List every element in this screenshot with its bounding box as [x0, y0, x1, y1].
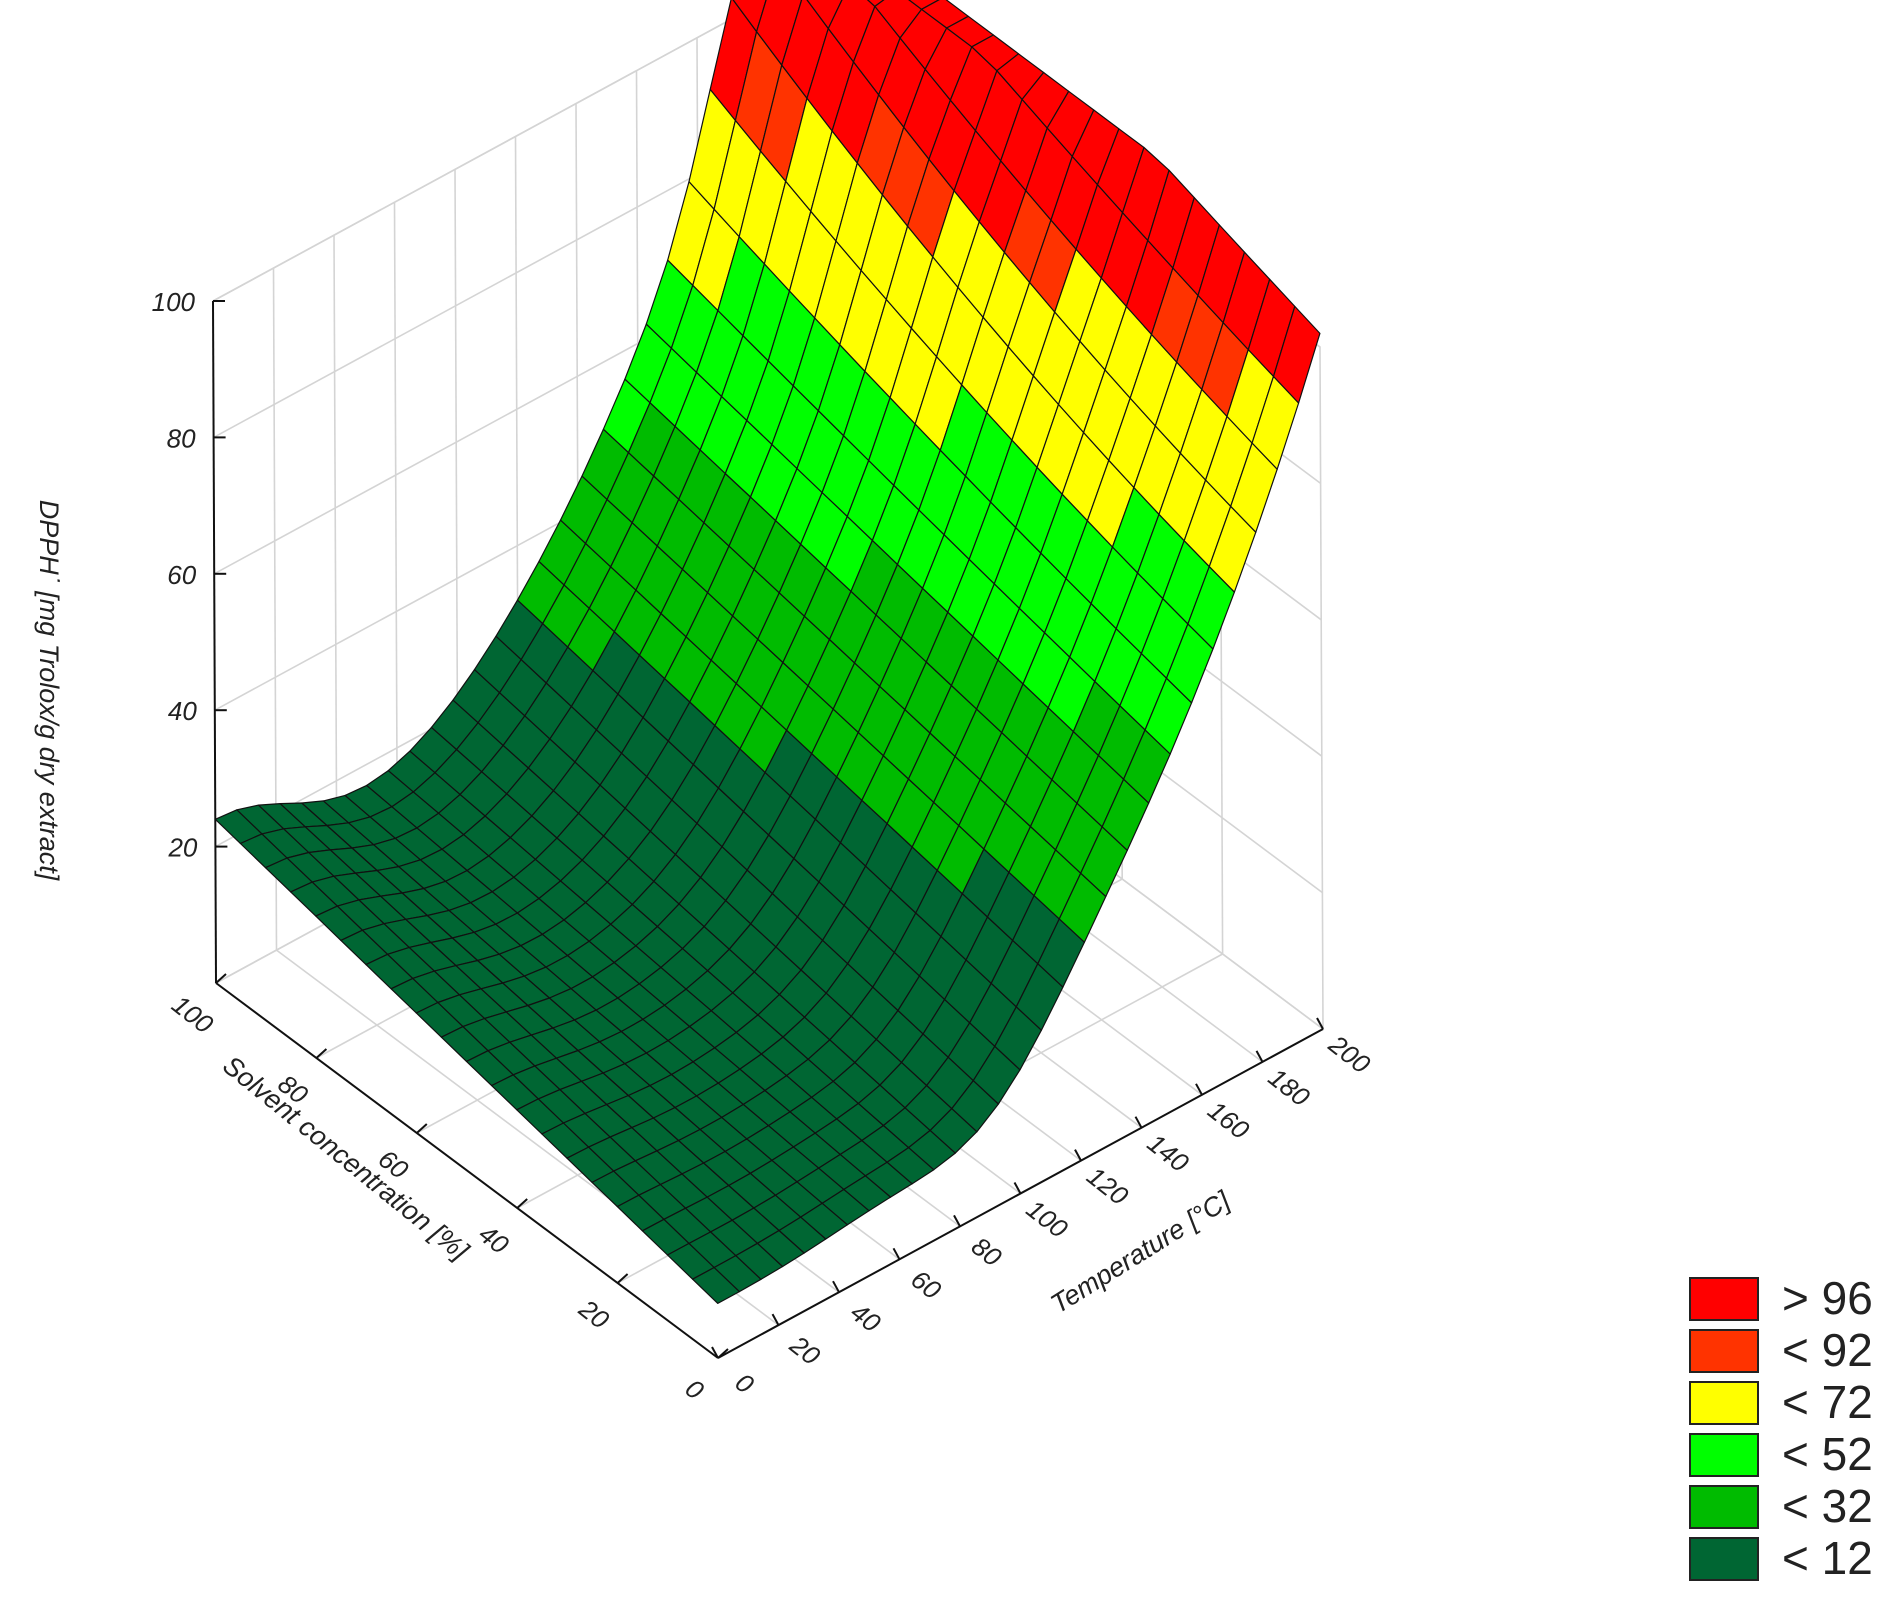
- z-tick-label: 40: [168, 696, 197, 726]
- x-tick-label: 0: [680, 1373, 710, 1406]
- y-tick-label: 160: [1202, 1095, 1255, 1146]
- legend-label: < 32: [1782, 1480, 1873, 1532]
- x-tick-label: 40: [473, 1218, 515, 1260]
- legend-swatch: [1689, 1485, 1759, 1529]
- y-tick-mark: [832, 1280, 840, 1293]
- y-tick-label: 0: [730, 1367, 760, 1400]
- surface-patch: [1272, 305, 1321, 404]
- y-tick-label: 60: [905, 1264, 947, 1306]
- x-tick-label: 100: [166, 989, 219, 1040]
- surface-patch: [866, 0, 885, 8]
- surface-patch: [732, 0, 767, 33]
- z-tick-label: 20: [167, 833, 197, 863]
- x-tick-mark: [416, 1123, 428, 1134]
- legend-label: < 92: [1782, 1324, 1873, 1376]
- z-axis-line: [212, 300, 217, 984]
- y-tick-label: 180: [1263, 1062, 1316, 1113]
- y-tick-label: 140: [1142, 1128, 1195, 1179]
- legend-swatch: [1689, 1433, 1759, 1477]
- z-axis-title: DPPH˙ [mg Trolox/g dry extract]: [34, 500, 64, 882]
- legend: > 96< 92< 72< 52< 32< 12: [1689, 1272, 1873, 1584]
- x-tick-mark: [215, 973, 227, 984]
- y-tick-mark: [953, 1214, 961, 1227]
- x-axis-title: Solvent concentration [%]: [217, 1050, 475, 1267]
- x-tick-mark: [516, 1198, 528, 1209]
- y-tick-mark: [1255, 1050, 1264, 1063]
- y-tick-label: 80: [966, 1231, 1008, 1273]
- y-tick-mark: [892, 1247, 901, 1260]
- x-tick-label: 20: [573, 1293, 615, 1335]
- y-tick-mark: [1134, 1116, 1143, 1129]
- legend-swatch: [1689, 1329, 1759, 1373]
- y-tick-mark: [771, 1313, 780, 1326]
- x-axis-line: [215, 982, 719, 1359]
- response-surface: [214, 0, 1321, 1305]
- legend-label: > 96: [1782, 1272, 1873, 1324]
- y-tick-mark: [1013, 1182, 1022, 1194]
- x-tick-mark: [717, 1348, 729, 1359]
- x-tick-mark: [616, 1273, 629, 1284]
- y-tick-label: 40: [845, 1297, 887, 1339]
- legend-swatch: [1689, 1537, 1759, 1581]
- z-tick-label: 80: [167, 423, 196, 453]
- legend-label: < 72: [1782, 1376, 1873, 1428]
- x-tick-mark: [315, 1048, 328, 1059]
- legend-swatch: [1689, 1277, 1759, 1321]
- z-tick-label: 100: [152, 287, 196, 317]
- y-tick-label: 100: [1021, 1194, 1074, 1245]
- y-tick-label: 120: [1081, 1161, 1134, 1212]
- y-axis-title: Temperature [°C]: [1045, 1185, 1236, 1320]
- y-tick-mark: [1195, 1083, 1203, 1096]
- legend-swatch: [1689, 1381, 1759, 1425]
- y-tick-mark: [711, 1346, 719, 1359]
- z-tick-label: 60: [167, 560, 196, 590]
- surface-patch: [806, 0, 843, 30]
- y-tick-label: 20: [784, 1329, 826, 1371]
- y-tick-label: 200: [1322, 1028, 1376, 1079]
- y-tick-mark: [1316, 1017, 1324, 1030]
- legend-label: < 52: [1782, 1428, 1873, 1480]
- y-tick-mark: [1074, 1149, 1082, 1162]
- legend-label: < 12: [1782, 1532, 1873, 1584]
